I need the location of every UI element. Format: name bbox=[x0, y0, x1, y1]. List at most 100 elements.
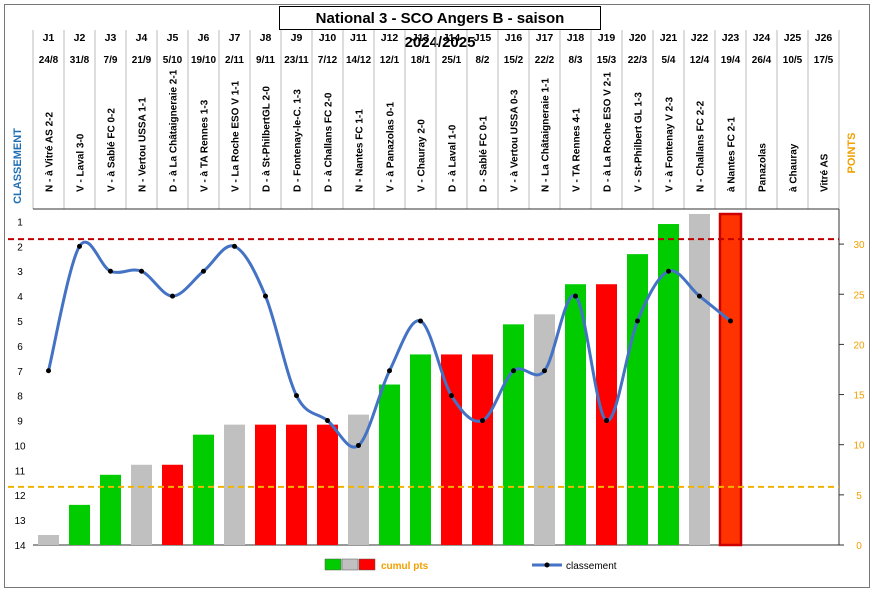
classement-point bbox=[356, 442, 361, 448]
left-tick-label: 2 bbox=[17, 242, 23, 253]
match-label: D - à Challans FC 2-0 bbox=[324, 92, 335, 192]
left-tick-label: 3 bbox=[17, 267, 23, 278]
left-tick-label: 9 bbox=[17, 417, 23, 428]
right-tick-label: 10 bbox=[853, 441, 865, 452]
match-label: V - à Fontenay V 2-3 bbox=[665, 97, 676, 192]
match-label: D - à St-PhilbertGL 2-0 bbox=[262, 86, 273, 192]
round-date: 25/1 bbox=[442, 55, 462, 66]
right-tick-label: 15 bbox=[853, 391, 865, 402]
match-label: D - Fontenay-le-C. 1-3 bbox=[293, 89, 304, 192]
round-date: 8/3 bbox=[569, 55, 583, 66]
legend-label-bars: cumul pts bbox=[381, 561, 429, 572]
round-label: J24 bbox=[753, 32, 771, 44]
classement-point bbox=[666, 268, 671, 274]
left-tick-label: 12 bbox=[14, 491, 26, 502]
round-label: J9 bbox=[291, 32, 303, 44]
match-label: à Nantes FC 2-1 bbox=[727, 117, 738, 192]
round-label: J18 bbox=[567, 32, 585, 44]
round-date: 5/10 bbox=[163, 55, 183, 66]
bar-cumul-pts bbox=[689, 214, 710, 545]
left-tick-label: 10 bbox=[14, 441, 26, 452]
left-tick-label: 5 bbox=[17, 317, 23, 328]
classement-point bbox=[139, 268, 144, 274]
left-tick-label: 13 bbox=[14, 516, 26, 527]
bar-cumul-pts bbox=[193, 434, 214, 545]
match-label: N - La Châtaigneraie 1-1 bbox=[541, 78, 552, 192]
match-label: N - Nantes FC 1-1 bbox=[355, 109, 366, 192]
round-date: 5/4 bbox=[662, 55, 676, 66]
match-label: V - à Vertou USSA 0-3 bbox=[510, 89, 521, 192]
classement-point bbox=[387, 368, 392, 374]
bar-cumul-pts bbox=[503, 324, 524, 545]
match-label: V - La Roche ESO V 1-1 bbox=[231, 80, 242, 192]
round-date: 26/4 bbox=[752, 55, 772, 66]
round-date: 18/1 bbox=[411, 55, 431, 66]
legend-swatch-d bbox=[358, 558, 376, 571]
bar-cumul-pts bbox=[255, 424, 276, 545]
match-label: D - Sablé FC 0-1 bbox=[479, 115, 490, 192]
match-label: D - à La Châtaigneraie 2-1 bbox=[169, 69, 180, 192]
round-label: J15 bbox=[474, 32, 492, 44]
bar-cumul-pts bbox=[472, 354, 493, 545]
classement-point bbox=[77, 243, 82, 249]
classement-point bbox=[697, 293, 702, 299]
match-label: V - TA Rennes 4-1 bbox=[572, 108, 583, 192]
classement-point bbox=[573, 293, 578, 299]
round-label: J6 bbox=[198, 32, 210, 44]
left-tick-label: 6 bbox=[17, 342, 23, 353]
classement-point bbox=[108, 268, 113, 274]
round-date: 19/10 bbox=[191, 55, 216, 66]
match-label: à Chauray bbox=[789, 143, 800, 192]
legend-line-point bbox=[544, 562, 550, 568]
round-label: J10 bbox=[319, 32, 337, 44]
classement-point bbox=[728, 318, 733, 324]
bar-cumul-pts bbox=[441, 354, 462, 545]
match-label: V - Chauray 2-0 bbox=[417, 119, 428, 192]
round-label: J19 bbox=[598, 32, 616, 44]
round-label: J25 bbox=[784, 32, 802, 44]
round-label: J22 bbox=[691, 32, 709, 44]
classement-point bbox=[46, 368, 51, 374]
round-label: J8 bbox=[260, 32, 272, 44]
round-date: 23/11 bbox=[284, 55, 309, 66]
round-label: J11 bbox=[350, 32, 367, 44]
right-tick-label: 0 bbox=[856, 541, 862, 552]
classement-point bbox=[449, 393, 454, 399]
round-label: J16 bbox=[505, 32, 523, 44]
round-date: 17/5 bbox=[814, 55, 834, 66]
round-date: 12/1 bbox=[380, 55, 400, 66]
match-label: N - Vertou USSA 1-1 bbox=[138, 97, 149, 192]
round-date: 31/8 bbox=[70, 55, 90, 66]
round-label: J7 bbox=[229, 32, 241, 44]
chart-frame bbox=[4, 4, 870, 588]
left-tick-label: 4 bbox=[17, 292, 23, 303]
match-label: D - à La Roche ESO V 2-1 bbox=[603, 72, 614, 192]
match-label: V - St-Philbert GL 1-3 bbox=[634, 92, 645, 192]
bar-cumul-pts bbox=[658, 224, 679, 545]
match-label: V - à TA Rennes 1-3 bbox=[200, 99, 211, 192]
left-tick-label: 7 bbox=[17, 367, 23, 378]
bar-cumul-pts bbox=[38, 534, 59, 545]
match-label: N - à Vitré AS 2-2 bbox=[45, 112, 56, 192]
round-date: 14/12 bbox=[346, 55, 371, 66]
classement-point bbox=[604, 418, 609, 424]
match-label: D - à Laval 1-0 bbox=[448, 124, 459, 192]
classement-point bbox=[294, 393, 299, 399]
round-date: 22/2 bbox=[535, 55, 555, 66]
round-label: J1 bbox=[43, 32, 55, 44]
bar-cumul-pts bbox=[224, 424, 245, 545]
classement-point bbox=[232, 243, 237, 249]
right-tick-label: 30 bbox=[853, 240, 865, 251]
classement-point bbox=[418, 318, 423, 324]
round-label: J12 bbox=[381, 32, 399, 44]
left-tick-label: 1 bbox=[17, 217, 23, 228]
round-label: J3 bbox=[105, 32, 117, 44]
round-date: 19/4 bbox=[721, 55, 741, 66]
bar-cumul-pts bbox=[410, 354, 431, 545]
bar-cumul-pts bbox=[69, 504, 90, 545]
round-date: 15/3 bbox=[597, 55, 617, 66]
bar-cumul-pts bbox=[131, 464, 152, 545]
classement-point bbox=[170, 293, 175, 299]
bar-cumul-pts bbox=[286, 424, 307, 545]
match-label: V - à Sablé FC 0-2 bbox=[107, 108, 118, 192]
